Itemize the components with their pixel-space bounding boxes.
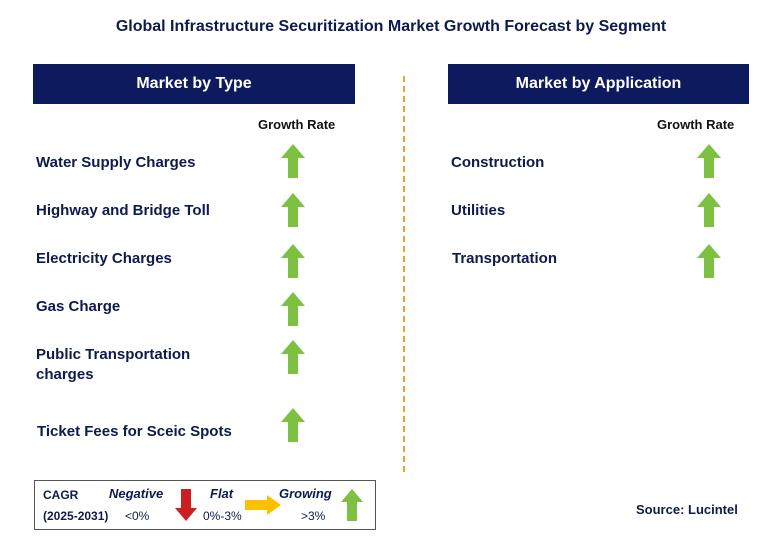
growing-arrow-icon [697, 144, 721, 178]
flat-arrow-icon [245, 495, 281, 515]
growing-arrow-icon [697, 244, 721, 278]
application-item-label: Utilities [451, 202, 506, 219]
growing-arrow-icon [281, 144, 305, 178]
growing-arrow-icon [697, 193, 721, 227]
growing-arrow-icon [281, 340, 305, 374]
growing-arrow-icon [281, 193, 305, 227]
type-item-label: Water Supply Charges [36, 154, 196, 171]
application-item-label: Transportation [452, 250, 558, 267]
market-by-application-header: Market by Application [448, 64, 749, 104]
type-item-label: Ticket Fees for Sceic Spots [37, 423, 232, 440]
legend-growing-range: >3% [301, 509, 326, 523]
growing-arrow-icon [281, 292, 305, 326]
legend-negative-range: <0% [125, 509, 150, 523]
growing-arrow-icon [341, 489, 363, 521]
type-item-label: Gas Charge [36, 298, 121, 315]
application-item-label: Construction [451, 154, 545, 171]
growing-arrow-icon [281, 408, 305, 442]
legend-flat-range: 0%-3% [203, 509, 242, 523]
panel-divider [403, 76, 405, 472]
legend-negative-label: Negative [109, 486, 164, 501]
cagr-legend: CAGR (2025-2031) Negative <0% Flat 0%-3%… [34, 480, 376, 530]
legend-cagr-label: CAGR [43, 488, 79, 502]
market-by-type-header: Market by Type [33, 64, 355, 104]
page-title: Global Infrastructure Securitization Mar… [115, 18, 667, 35]
source-note: Source: Lucintel [636, 502, 738, 517]
type-item-label: Public Transportation charges [36, 346, 191, 383]
type-growth-rate-label: Growth Rate [258, 117, 336, 132]
legend-flat-label: Flat [210, 486, 234, 501]
application-growth-rate-label: Growth Rate [657, 117, 735, 132]
growing-arrow-icon [281, 244, 305, 278]
type-item-label: Highway and Bridge Toll [36, 202, 210, 219]
negative-arrow-icon [175, 489, 197, 521]
type-item-label: Electricity Charges [36, 250, 172, 267]
legend-period: (2025-2031) [43, 509, 109, 523]
legend-growing-label: Growing [279, 486, 332, 501]
